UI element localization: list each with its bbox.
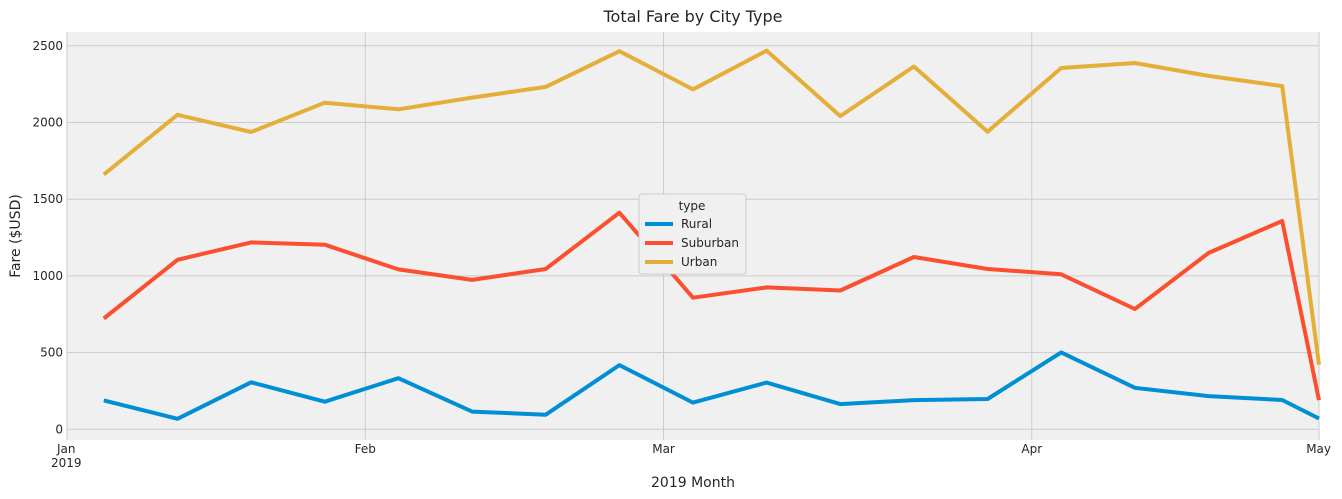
legend-entries: Rural Suburban Urban xyxy=(645,217,739,269)
legend-label: Suburban xyxy=(681,236,739,250)
series-lines xyxy=(102,48,1321,421)
y-axis-ticks: 0 500 1000 1500 2000 2500 xyxy=(32,39,63,436)
legend-box xyxy=(638,193,747,275)
y-axis-label: Fare ($USD) xyxy=(8,194,24,278)
y-tick-label: 1000 xyxy=(32,269,63,283)
chart-title: Total Fare by City Type xyxy=(602,7,782,26)
legend[interactable]: type Rural Suburban Urban xyxy=(638,193,747,275)
legend-title: type xyxy=(679,199,706,213)
series-line-urban xyxy=(102,48,1321,366)
legend-item-rural: Rural xyxy=(645,217,712,231)
x-tick-label: Jan xyxy=(56,442,76,456)
y-tick-label: 1500 xyxy=(32,192,63,206)
x-tick-label: Feb xyxy=(355,442,376,456)
y-tick-label: 500 xyxy=(40,346,63,360)
y-tick-label: 0 xyxy=(55,422,63,436)
x-tick-label: May xyxy=(1306,442,1331,456)
y-tick-label: 2000 xyxy=(32,115,63,129)
legend-label: Urban xyxy=(681,255,717,269)
y-tick-label: 2500 xyxy=(32,39,63,53)
series-line-suburban xyxy=(102,210,1321,401)
legend-label: Rural xyxy=(681,217,712,231)
x-tick-label: Apr xyxy=(1021,442,1042,456)
series-line-rural xyxy=(103,350,1320,421)
legend-item-urban: Urban xyxy=(645,255,717,269)
x-tick-sublabel: 2019 xyxy=(51,456,82,470)
x-tick-label: Mar xyxy=(652,442,675,456)
x-axis-label: 2019 Month xyxy=(651,475,735,491)
legend-item-suburban: Suburban xyxy=(645,236,739,250)
